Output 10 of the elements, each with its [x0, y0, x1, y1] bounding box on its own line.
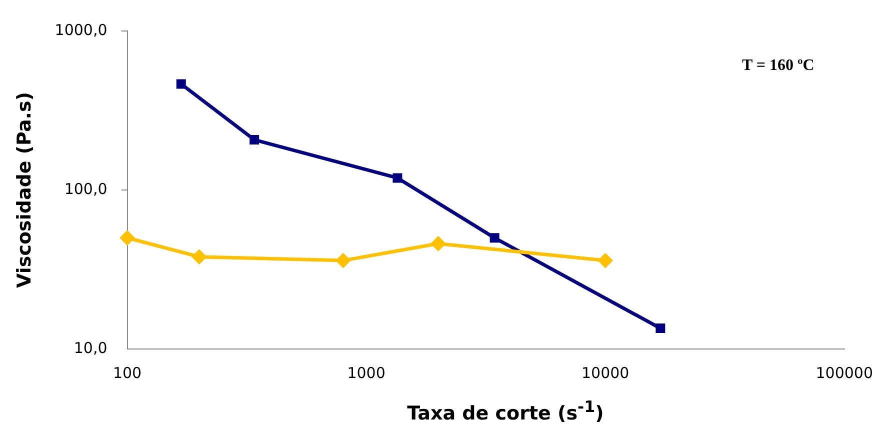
x-tick-label: 1000 [347, 364, 386, 382]
y-axis-title: Viscosidade (Pa.s) [13, 92, 36, 288]
x-tick-label: 100000 [816, 364, 873, 382]
y-tick-label: 10,0 [74, 338, 108, 357]
x-tick-label: 10000 [581, 364, 630, 382]
annotation: T = 160 ºC [742, 57, 814, 74]
x-tick-label: 100 [112, 364, 142, 382]
y-tick-label: 100,0 [64, 180, 108, 198]
y-tick-label: 1000,0 [54, 20, 108, 39]
x-axis-title: Taxa de corte (s$^{-1}$) [406, 397, 605, 424]
